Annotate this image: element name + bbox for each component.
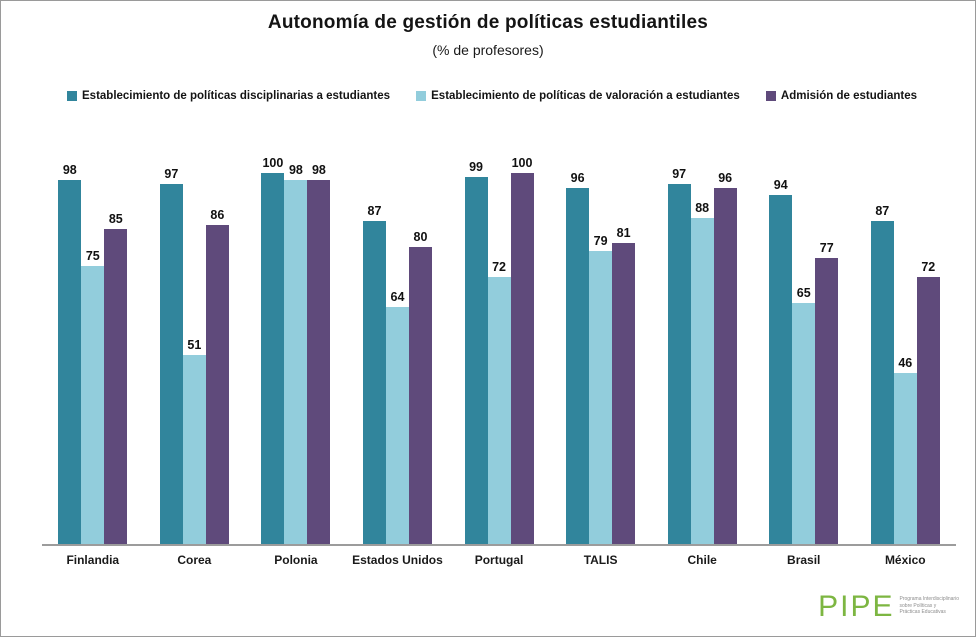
legend-label: Establecimiento de políticas disciplinar…: [82, 90, 391, 102]
legend-swatch-icon: [67, 91, 77, 101]
bar-value-label: 96: [570, 171, 585, 185]
bar-group: 94 65 77: [753, 151, 855, 544]
bar: 81: [612, 226, 636, 544]
bar: 99: [464, 160, 488, 544]
bar-group: 99 72 100: [448, 151, 550, 544]
chart-subtitle: (% de profesores): [432, 42, 544, 58]
pipe-logo-letter: P: [850, 590, 873, 623]
bar: 51: [182, 338, 206, 544]
bar-value-label: 75: [85, 249, 100, 263]
bar-group: 98 75 85: [42, 151, 144, 544]
category-axis: Finlandia Corea Polonia Estados Unidos Portu…: [42, 553, 956, 567]
legend-swatch-icon: [416, 91, 427, 101]
bar-value-label: 100: [511, 156, 533, 170]
bar: 87: [362, 204, 386, 544]
category-label: Corea: [177, 553, 212, 567]
bar-group: 87 46 72: [855, 151, 957, 544]
legend-item: Admisión de estudiantes: [765, 90, 917, 102]
bar: 98: [58, 163, 82, 544]
bar: 97: [159, 167, 183, 544]
category-label: TALIS: [583, 553, 618, 567]
bar: 65: [792, 286, 816, 544]
bar-value-label: 72: [921, 260, 936, 274]
bar-value-label: 77: [819, 241, 834, 255]
bar: 80: [408, 230, 432, 544]
chart-title: Autonomía de gestión de políticas estudi…: [267, 12, 709, 33]
bar-value-label: 97: [164, 167, 179, 181]
bar: 98: [284, 163, 308, 544]
category-label: Estados Unidos: [352, 553, 443, 567]
category-label: Polonia: [274, 553, 318, 567]
bar-value-label: 99: [469, 160, 483, 174]
bar-value-label: 85: [108, 212, 123, 226]
category-label: Finlandia: [66, 553, 120, 567]
category-label: Brasil: [787, 553, 821, 567]
category-label: Portugal: [474, 553, 524, 567]
legend-label: Establecimiento de políticas de valoraci…: [431, 90, 740, 102]
pipe-logo-letter: P: [818, 590, 841, 623]
bar: 100: [261, 156, 285, 544]
bar-group: 87 64 80: [347, 151, 449, 544]
pipe-logo-letter: E: [872, 590, 895, 623]
bar: 100: [510, 156, 534, 544]
bar: 79: [589, 234, 613, 544]
bar-value-label: 88: [695, 201, 710, 215]
legend-item: Establecimiento de políticas de valoraci…: [416, 90, 740, 102]
pipe-logo-tagline-line: sobre Políticas y: [899, 602, 937, 609]
bar: 46: [893, 356, 917, 544]
category-label: Chile: [687, 553, 717, 567]
bar-value-label: 96: [718, 171, 733, 185]
bar-value-label: 51: [187, 338, 202, 352]
legend-label: Admisión de estudiantes: [780, 90, 917, 102]
bar: 94: [769, 178, 793, 544]
pipe-logo-letter: I: [840, 590, 851, 623]
bar-value-label: 72: [492, 260, 506, 274]
legend-item: Establecimiento de políticas disciplinar…: [67, 90, 390, 102]
legend-swatch-icon: [765, 91, 776, 101]
pipe-logo-tagline-line: Prácticas Educativas: [899, 609, 946, 615]
legend: Establecimiento de políticas disciplinar…: [67, 90, 917, 102]
bar-value-label: 100: [262, 156, 284, 170]
plot-area: 98 75 85 97 51 86 100 98 98 87 64 80 99 72 100 96 79 81 97…: [42, 151, 956, 546]
bar: 72: [916, 260, 940, 544]
bar-group: 96 79 81: [550, 151, 652, 544]
bar-value-label: 80: [413, 230, 428, 244]
bar-group: 100 98 98: [245, 151, 347, 544]
bar-value-label: 65: [796, 286, 811, 300]
bar: 64: [385, 290, 409, 544]
bar-value-label: 79: [593, 234, 608, 248]
bar-value-label: 97: [672, 167, 687, 181]
bar: 88: [690, 201, 714, 544]
category-label: México: [884, 553, 926, 567]
bar: 98: [307, 163, 331, 544]
bar-value-label: 87: [367, 204, 382, 218]
bar-value-label: 81: [616, 226, 631, 240]
bar-value-label: 98: [288, 163, 303, 177]
bar: 97: [667, 167, 691, 544]
bar-value-label: 46: [898, 356, 913, 370]
bar: 75: [81, 249, 105, 544]
bar: 96: [566, 171, 590, 544]
bar-value-label: 87: [875, 204, 890, 218]
bar: 96: [713, 171, 737, 544]
bar: 87: [870, 204, 894, 544]
bar: 85: [104, 212, 128, 544]
bar-value-label: 98: [311, 163, 326, 177]
bar-value-label: 64: [390, 290, 405, 304]
pipe-logo-tagline: Programa Interdisciplinario sobre Polític…: [900, 596, 959, 619]
bar: 77: [815, 241, 839, 544]
bar-group: 97 88 96: [651, 151, 753, 544]
bar: 72: [487, 260, 511, 544]
bar-value-label: 98: [62, 163, 77, 177]
bar: 86: [205, 208, 229, 544]
bar-group: 97 51 86: [144, 151, 246, 544]
pipe-logo-tagline-line: Programa Interdisciplinario: [899, 596, 959, 602]
bar-value-label: 86: [210, 208, 225, 222]
bar-value-label: 94: [773, 178, 788, 192]
